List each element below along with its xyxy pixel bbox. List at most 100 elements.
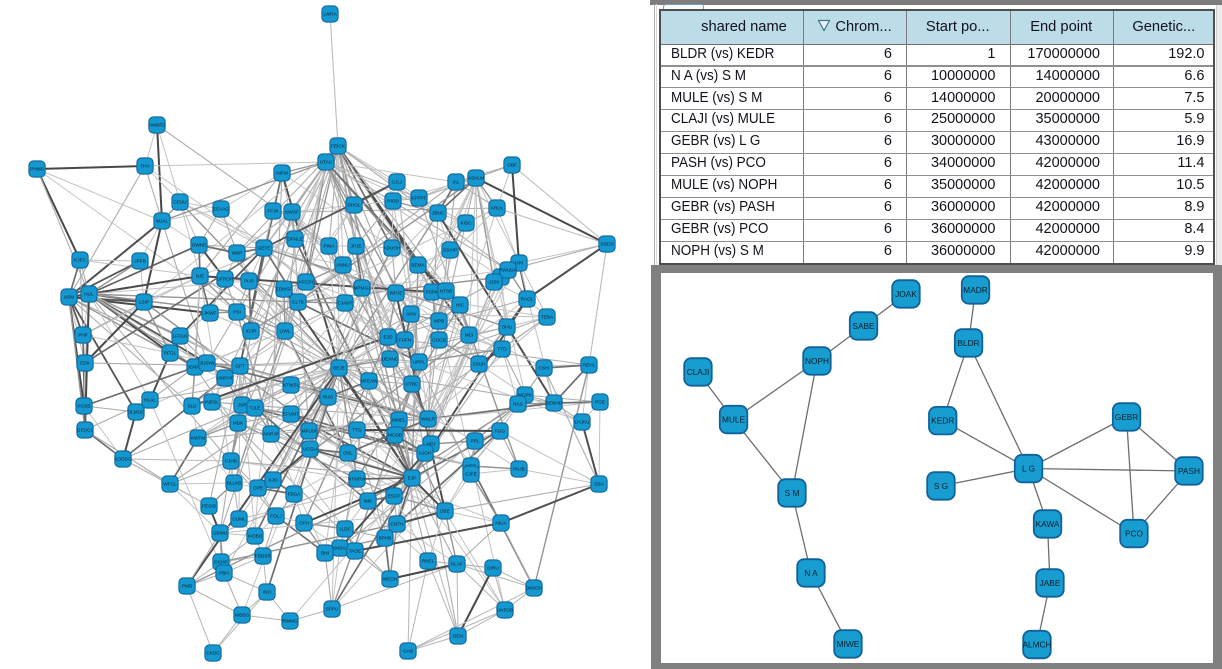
svg-text:FBBSR: FBBSR bbox=[255, 554, 271, 559]
svg-text:MDK: MDK bbox=[233, 421, 244, 426]
svg-text:ESCP: ESCP bbox=[388, 494, 401, 499]
svg-text:MOPK: MOPK bbox=[518, 393, 533, 398]
svg-text:SABE: SABE bbox=[852, 321, 875, 331]
svg-text:DIRU: DIRU bbox=[487, 566, 499, 571]
svg-text:ADUOH: ADUOH bbox=[384, 246, 401, 251]
svg-text:NHPJP: NHPJP bbox=[263, 432, 278, 437]
svg-text:KWTM: KWTM bbox=[191, 436, 205, 441]
svg-text:NTSB: NTSB bbox=[440, 289, 453, 294]
svg-text:CKDC: CKDC bbox=[206, 651, 220, 656]
svg-text:JKWF: JKWF bbox=[204, 311, 217, 316]
svg-text:JABE: JABE bbox=[1040, 578, 1061, 588]
svg-text:GEBR: GEBR bbox=[1115, 412, 1139, 422]
svg-text:LWRA: LWRA bbox=[323, 12, 337, 17]
svg-text:CLTB: CLTB bbox=[292, 300, 304, 305]
svg-text:TAOE: TAOE bbox=[349, 549, 361, 554]
svg-text:PESID: PESID bbox=[202, 504, 217, 509]
svg-text:UPPL: UPPL bbox=[413, 360, 426, 365]
svg-text:JCNFU: JCNFU bbox=[187, 365, 203, 370]
svg-text:OLMUC: OLMUC bbox=[128, 410, 146, 415]
svg-text:LIWL: LIWL bbox=[280, 329, 291, 334]
svg-text:MPB: MPB bbox=[434, 319, 444, 324]
svg-text:WNLR: WNLR bbox=[421, 417, 435, 422]
svg-text:LHJKU: LHJKU bbox=[575, 420, 590, 425]
svg-text:BEMA: BEMA bbox=[411, 263, 425, 268]
svg-text:RAS: RAS bbox=[513, 402, 523, 407]
svg-text:OBF: OBF bbox=[507, 163, 517, 168]
svg-text:RFGL: RFGL bbox=[164, 351, 177, 356]
svg-text:N A: N A bbox=[804, 568, 818, 578]
svg-text:SSA: SSA bbox=[594, 482, 604, 487]
svg-text:TJLE: TJLE bbox=[250, 406, 261, 411]
svg-text:SODS: SODS bbox=[600, 242, 613, 247]
svg-text:S M: S M bbox=[785, 488, 800, 498]
svg-text:JSR: JSR bbox=[238, 403, 247, 408]
svg-text:JUSWI: JUSWI bbox=[200, 361, 215, 366]
svg-text:CJFE: CJFE bbox=[465, 472, 477, 477]
svg-text:NIUA: NIUA bbox=[495, 521, 507, 526]
svg-text:BEJE: BEJE bbox=[333, 366, 345, 371]
svg-text:KISC: KISC bbox=[461, 221, 473, 226]
svg-text:OFH: OFH bbox=[299, 521, 309, 526]
svg-text:UFROP: UFROP bbox=[217, 277, 233, 282]
svg-text:SWGF: SWGF bbox=[285, 210, 299, 215]
svg-text:HWBFD: HWBFD bbox=[148, 123, 166, 128]
svg-text:PGSB: PGSB bbox=[77, 404, 90, 409]
svg-text:NOPH: NOPH bbox=[805, 356, 829, 366]
svg-text:FUFN: FUFN bbox=[399, 338, 412, 343]
svg-text:BPHB: BPHB bbox=[379, 536, 392, 541]
svg-text:GAB: GAB bbox=[403, 649, 413, 654]
svg-text:GETE: GETE bbox=[258, 246, 271, 251]
svg-text:OSL: OSL bbox=[343, 451, 353, 456]
svg-text:LSIP: LSIP bbox=[139, 300, 149, 305]
svg-text:CSHI: CSHI bbox=[538, 366, 549, 371]
svg-text:EJO: EJO bbox=[383, 335, 392, 340]
svg-text:MIWE: MIWE bbox=[837, 639, 860, 649]
svg-text:FBGA: FBGA bbox=[288, 492, 302, 497]
svg-text:JLDC: JLDC bbox=[339, 527, 351, 532]
svg-text:PHMS: PHMS bbox=[30, 167, 44, 172]
svg-text:PGE: PGE bbox=[595, 400, 605, 405]
svg-text:EJP: EJP bbox=[408, 476, 417, 481]
svg-text:PASH: PASH bbox=[1178, 466, 1200, 476]
svg-text:S G: S G bbox=[934, 481, 948, 491]
svg-text:RWUDA: RWUDA bbox=[499, 268, 517, 273]
svg-text:INDSL: INDSL bbox=[205, 400, 219, 405]
svg-text:RWMG: RWMG bbox=[282, 619, 298, 624]
svg-text:HLAL: HLAL bbox=[144, 398, 156, 403]
svg-text:PHF: PHF bbox=[78, 333, 88, 338]
svg-text:WEON: WEON bbox=[383, 577, 398, 582]
svg-text:FGG: FGG bbox=[495, 429, 506, 434]
svg-text:USM: USM bbox=[64, 295, 75, 300]
svg-text:IAL: IAL bbox=[452, 180, 459, 185]
svg-text:IAOBO: IAOBO bbox=[248, 534, 263, 539]
svg-text:UTAU: UTAU bbox=[320, 160, 333, 165]
svg-text:GEUCL: GEUCL bbox=[77, 428, 94, 433]
svg-text:MJAL: MJAL bbox=[156, 219, 168, 224]
svg-text:L G: L G bbox=[1022, 464, 1035, 474]
svg-text:BNI: BNI bbox=[321, 551, 329, 556]
svg-text:PCO: PCO bbox=[1125, 529, 1144, 539]
svg-text:EFUMT: EFUMT bbox=[283, 412, 299, 417]
svg-text:NTWSL: NTWSL bbox=[283, 383, 300, 388]
svg-text:HIC: HIC bbox=[456, 303, 465, 308]
svg-text:JPFB: JPFB bbox=[134, 259, 145, 264]
svg-text:MCDB: MCDB bbox=[388, 433, 402, 438]
svg-text:WBP: WBP bbox=[232, 251, 243, 256]
svg-text:KLAF: KLAF bbox=[451, 562, 463, 567]
svg-text:UEANC: UEANC bbox=[382, 357, 399, 362]
svg-text:CJANT: CJANT bbox=[337, 301, 352, 306]
svg-text:ASNLM: ASNLM bbox=[468, 176, 484, 181]
svg-text:KFPPF: KFPPF bbox=[411, 196, 426, 201]
svg-text:DCHP: DCHP bbox=[214, 560, 227, 565]
svg-text:JBNC: JBNC bbox=[432, 211, 445, 216]
svg-text:DHOL: DHOL bbox=[347, 203, 360, 208]
svg-text:HUL: HUL bbox=[84, 292, 94, 297]
svg-text:GFT: GFT bbox=[235, 364, 245, 369]
svg-text:WBBG: WBBG bbox=[235, 613, 250, 618]
svg-text:MULE: MULE bbox=[722, 415, 746, 425]
svg-text:CEUU: CEUU bbox=[173, 200, 187, 205]
svg-text:DBE: DBE bbox=[440, 509, 450, 514]
svg-text:PIJP: PIJP bbox=[244, 279, 254, 284]
svg-text:SSIHP: SSIHP bbox=[443, 248, 457, 253]
